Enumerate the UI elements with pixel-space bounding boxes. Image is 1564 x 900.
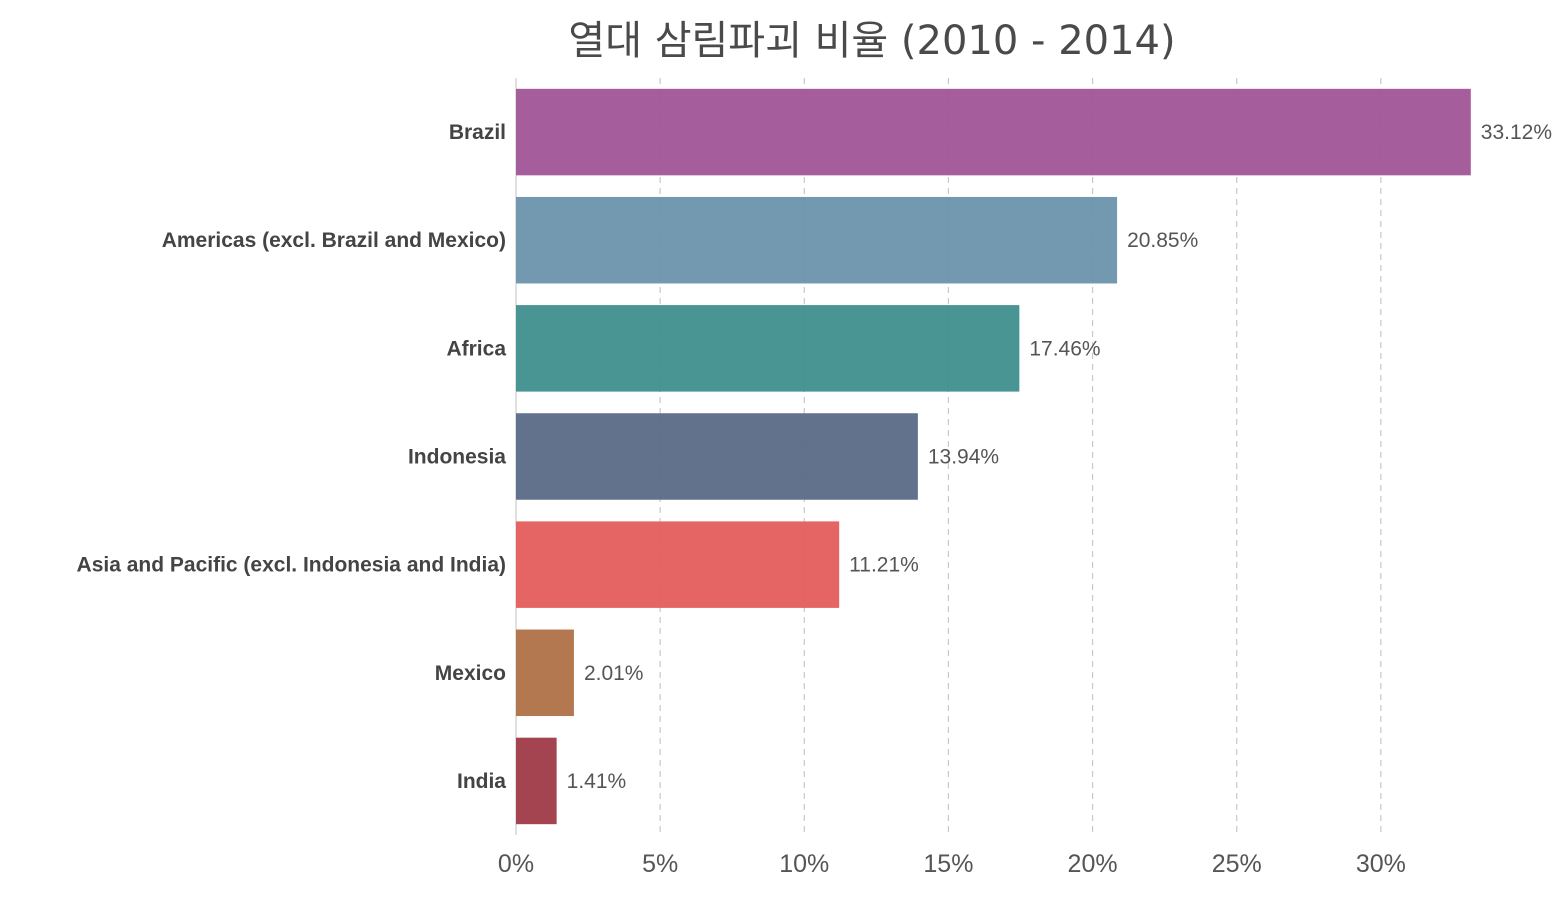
category-label: Asia and Pacific (excl. Indonesia and In… [77, 554, 506, 577]
value-label: 20.85% [1127, 229, 1198, 252]
value-label: 17.46% [1029, 337, 1100, 360]
x-tick-label: 30% [1356, 850, 1406, 878]
bar-5 [516, 521, 840, 608]
value-label: 1.41% [567, 770, 627, 793]
tick-layer: 0% 5% 10% 15% 20% 25% 30% [498, 850, 1406, 878]
bar-layer [516, 88, 1471, 825]
value-label: 33.12% [1481, 121, 1552, 144]
x-tick-label: 10% [779, 850, 829, 878]
bar-7 [516, 737, 557, 825]
category-label: Indonesia [408, 446, 506, 469]
value-label: 11.21% [849, 554, 919, 577]
bar-6 [516, 629, 574, 717]
value-label: 13.94% [928, 446, 999, 469]
chart-title: 열대 삼림파괴 비율 (2010 - 2014) [568, 18, 1176, 64]
x-tick-label: 20% [1068, 850, 1118, 878]
bar-4 [516, 413, 918, 500]
bar-2 [516, 196, 1118, 284]
category-label: Americas (excl. Brazil and Mexico) [162, 229, 506, 252]
x-tick-label: 25% [1212, 850, 1262, 878]
bar-1 [516, 88, 1471, 176]
label-layer: Brazil 33.12% Americas (excl. Brazil and M… [77, 121, 1553, 793]
category-label: Brazil [449, 121, 506, 144]
x-tick-label: 15% [923, 850, 973, 878]
x-tick-label: 0% [498, 850, 534, 878]
category-label: Africa [446, 337, 506, 360]
bar-3 [516, 305, 1020, 392]
x-tick-label: 5% [642, 850, 678, 878]
value-label: 2.01% [584, 662, 644, 685]
category-label: Mexico [435, 662, 506, 685]
category-label: India [457, 770, 506, 793]
